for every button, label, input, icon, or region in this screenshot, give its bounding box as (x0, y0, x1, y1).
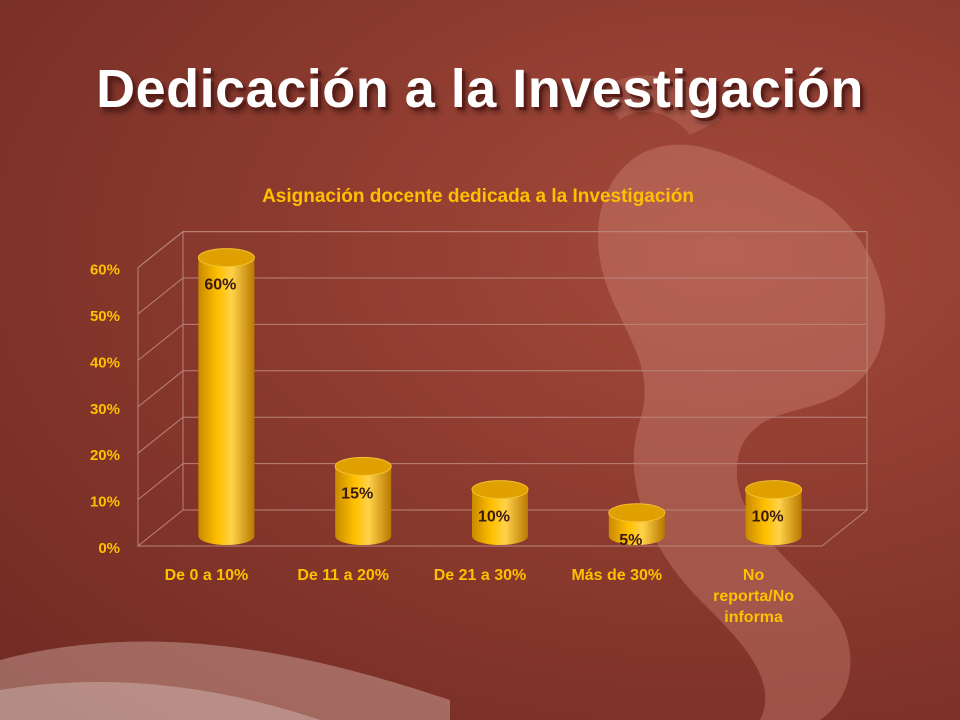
bar-body (472, 489, 528, 545)
chart-floor (136, 509, 869, 547)
chart-bars (197, 248, 803, 545)
bar-2 (471, 480, 529, 545)
data-label: 60% (204, 277, 236, 294)
bar-top (608, 503, 666, 523)
x-category-label: De 0 a 10% (165, 567, 249, 584)
bar-body (198, 257, 255, 545)
bar-top (334, 456, 392, 476)
slide-title: Dedicación a la Investigación (96, 59, 864, 119)
chart-title: Asignación docente dedicada a la Investi… (262, 186, 694, 207)
gridline (137, 277, 867, 315)
bar-0 (197, 248, 255, 545)
gridline (137, 231, 867, 268)
y-tick-label: 30% (90, 401, 120, 418)
y-tick-label: 0% (98, 540, 120, 557)
bar-top (471, 480, 529, 500)
gridline (137, 416, 867, 454)
data-label: 10% (478, 509, 510, 526)
y-tick-label: 60% (90, 262, 120, 279)
bar-top (745, 480, 803, 500)
y-tick-label: 40% (90, 354, 120, 371)
y-tick-label: 10% (90, 494, 120, 511)
x-category-label: De 11 a 20% (297, 567, 389, 584)
y-tick-label: 20% (90, 447, 120, 464)
data-label: 15% (341, 485, 373, 502)
gridline (137, 370, 867, 408)
data-label: 5% (619, 532, 642, 549)
data-label: 10% (752, 509, 784, 526)
bar-body (745, 489, 802, 545)
data-labels: 60% 15% 10% 5% 10% (204, 277, 783, 549)
bar-4 (745, 480, 803, 545)
x-category-label: Más de 30% (571, 567, 662, 584)
bar-top (197, 248, 255, 268)
bar-3 (608, 503, 666, 545)
gridline (137, 323, 867, 361)
y-axis-ticks: 0% 10% 20% 30% 40% 50% 60% (90, 262, 120, 557)
category-labels: De 0 a 10% De 11 a 20% De 21 a 30% Más de 3… (165, 567, 795, 626)
x-category-label: De 21 a 30% (434, 567, 527, 584)
x-category-label: No reporta/No informa (713, 567, 794, 626)
gridline (137, 463, 867, 500)
y-tick-label: 50% (90, 308, 120, 325)
chart-grid (137, 231, 867, 500)
bar-body (335, 466, 392, 545)
bar-1 (334, 456, 392, 545)
